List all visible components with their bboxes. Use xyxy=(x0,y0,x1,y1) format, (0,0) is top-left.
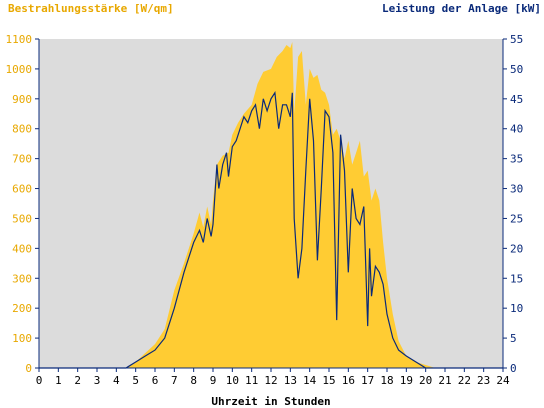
right-axis-title: Leistung der Anlage [kW] xyxy=(382,2,541,15)
y-left-tick-label: 400 xyxy=(12,242,32,255)
y-left-tick-label: 1000 xyxy=(6,63,33,76)
y-left-tick-label: 100 xyxy=(12,332,32,345)
y-right-tick-label: 30 xyxy=(510,183,523,196)
y-right-tick-label: 20 xyxy=(510,242,523,255)
y-right-tick-label: 35 xyxy=(510,153,523,166)
x-tick-label: 1 xyxy=(55,374,62,387)
y-left-tick-label: 500 xyxy=(12,212,32,225)
x-tick-label: 2 xyxy=(74,374,81,387)
x-tick-label: 17 xyxy=(361,374,374,387)
x-tick-label: 11 xyxy=(245,374,258,387)
x-tick-label: 14 xyxy=(303,374,317,387)
x-tick-label: 0 xyxy=(36,374,43,387)
x-tick-labels: 0 1 2 3 4 5 6 7 8 9 10 11 12 13 14 15 16 17 18 19 20 21 22 23 24 xyxy=(36,374,510,387)
y-left-tick-labels: 0 100 200 300 400 500 600 700 800 900 1000 1100 xyxy=(6,33,33,375)
y-left-tick-label: 700 xyxy=(12,153,32,166)
x-tick-label: 9 xyxy=(210,374,217,387)
y-left-tick-label: 600 xyxy=(12,183,32,196)
y-right-tick-label: 25 xyxy=(510,212,523,225)
x-tick-label: 18 xyxy=(380,374,393,387)
y-left-tick-label: 300 xyxy=(12,272,32,285)
x-tick-label: 6 xyxy=(152,374,159,387)
x-tick-label: 21 xyxy=(438,374,451,387)
x-tick-label: 12 xyxy=(264,374,277,387)
y-right-tick-label: 50 xyxy=(510,63,523,76)
power-line-layer xyxy=(39,91,503,369)
x-tick-label: 8 xyxy=(190,374,197,387)
x-tick-label: 7 xyxy=(171,374,178,387)
x-tick-label: 4 xyxy=(113,374,120,387)
irradiance-area-layer xyxy=(39,42,503,368)
y-right-tick-label: 0 xyxy=(510,362,517,375)
y-left-tick-label: 0 xyxy=(25,362,32,375)
axes xyxy=(35,38,507,372)
y-left-tick-label: 800 xyxy=(12,123,32,136)
y-left-tick-label: 900 xyxy=(12,93,32,106)
y-left-tick-label: 1100 xyxy=(6,33,33,46)
y-right-tick-label: 15 xyxy=(510,272,523,285)
power-line xyxy=(39,91,503,369)
x-tick-label: 24 xyxy=(496,374,510,387)
x-tick-label: 20 xyxy=(419,374,432,387)
left-axis-title: Bestrahlungsstärke [W/qm] xyxy=(8,2,174,15)
y-left-tick-label: 200 xyxy=(12,302,32,315)
x-tick-label: 13 xyxy=(284,374,297,387)
x-tick-label: 3 xyxy=(94,374,101,387)
x-tick-label: 10 xyxy=(226,374,239,387)
x-axis-title: Uhrzeit in Stunden xyxy=(211,395,330,408)
x-tick-label: 5 xyxy=(132,374,139,387)
y-right-tick-label: 55 xyxy=(510,33,523,46)
y-right-tick-labels: 0 5 10 15 20 25 30 35 40 45 50 55 xyxy=(510,33,523,375)
y-right-tick-label: 40 xyxy=(510,123,523,136)
x-tick-label: 16 xyxy=(342,374,355,387)
x-tick-label: 22 xyxy=(458,374,471,387)
y-right-tick-label: 45 xyxy=(510,93,523,106)
y-right-tick-label: 10 xyxy=(510,302,523,315)
y-right-tick-label: 5 xyxy=(510,332,517,345)
x-tick-label: 19 xyxy=(400,374,413,387)
x-tick-label: 23 xyxy=(477,374,490,387)
irradiance-area xyxy=(39,42,503,368)
x-tick-label: 15 xyxy=(322,374,335,387)
